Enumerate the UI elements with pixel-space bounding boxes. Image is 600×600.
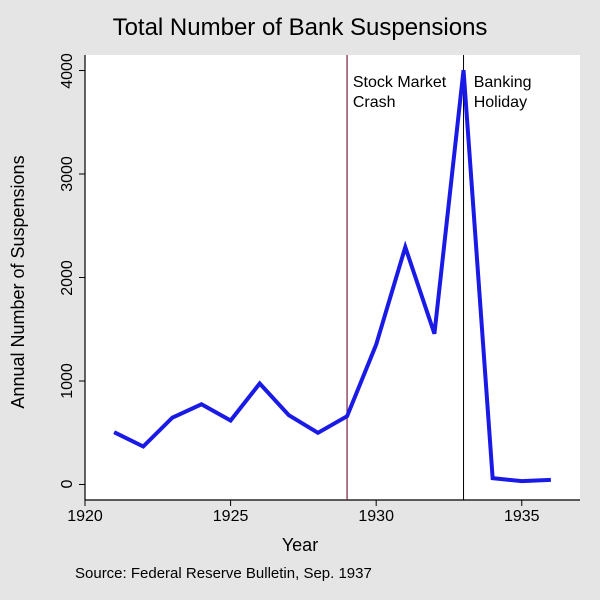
annotation-text: Crash <box>353 94 396 112</box>
x-tick-label: 1920 <box>67 508 103 526</box>
y-tick-label: 4000 <box>59 53 77 89</box>
annotation-text: Stock Market <box>353 74 446 92</box>
x-tick-label: 1935 <box>504 508 540 526</box>
x-tick-label: 1925 <box>213 508 249 526</box>
y-tick-label: 2000 <box>59 260 77 296</box>
annotation-text: Banking <box>474 74 532 92</box>
y-tick-label: 0 <box>59 480 77 489</box>
y-tick-label: 3000 <box>59 156 77 192</box>
x-tick-label: 1930 <box>358 508 394 526</box>
y-tick-label: 1000 <box>59 363 77 399</box>
annotation-text: Holiday <box>474 94 527 112</box>
data-series-line <box>114 70 551 481</box>
chart-container: Total Number of Bank Suspensions Annual … <box>0 0 600 600</box>
